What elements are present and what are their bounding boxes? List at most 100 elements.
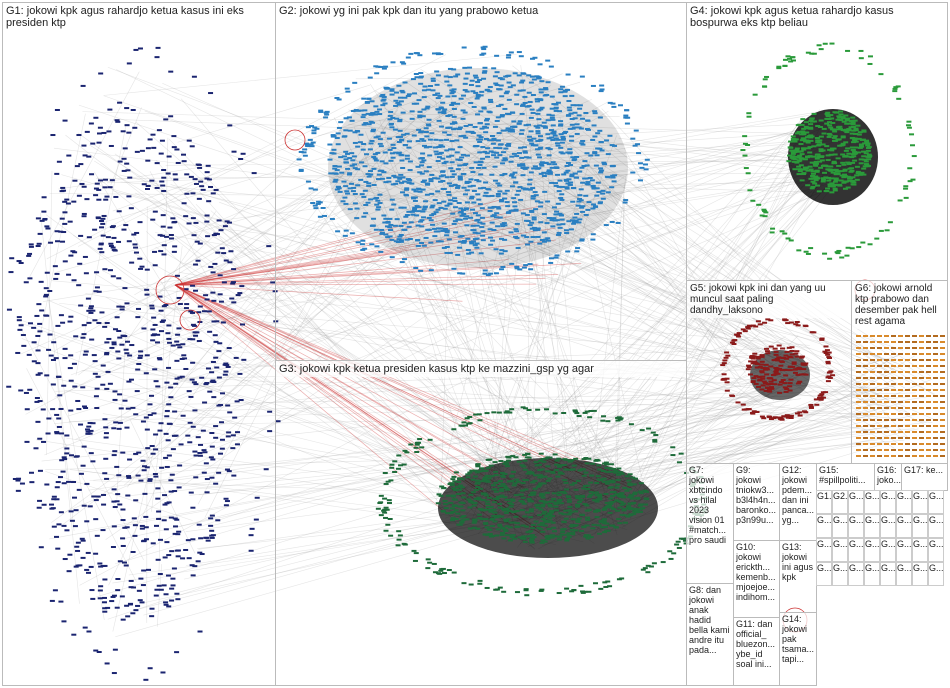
node bbox=[532, 56, 538, 59]
node bbox=[392, 460, 398, 463]
node bbox=[476, 180, 482, 183]
node bbox=[479, 53, 485, 56]
node bbox=[404, 188, 410, 191]
node bbox=[457, 211, 463, 214]
node bbox=[874, 237, 880, 240]
node bbox=[178, 443, 184, 446]
node bbox=[745, 368, 751, 371]
node bbox=[210, 379, 216, 382]
node bbox=[317, 201, 323, 204]
edge bbox=[174, 284, 463, 302]
node bbox=[163, 118, 169, 121]
node bbox=[753, 375, 759, 378]
node bbox=[552, 412, 558, 415]
node bbox=[600, 189, 606, 192]
node bbox=[530, 94, 536, 97]
node bbox=[509, 262, 515, 265]
node bbox=[514, 230, 520, 233]
node bbox=[84, 130, 90, 133]
node bbox=[234, 400, 240, 403]
node bbox=[481, 186, 487, 189]
node bbox=[556, 233, 562, 236]
edge bbox=[151, 116, 418, 415]
node bbox=[513, 456, 519, 459]
node bbox=[807, 165, 813, 168]
node bbox=[187, 421, 193, 424]
node bbox=[204, 214, 210, 217]
group-label: G17: ke... bbox=[902, 464, 947, 476]
node bbox=[135, 307, 141, 310]
node bbox=[412, 206, 418, 209]
node bbox=[578, 584, 584, 587]
node bbox=[373, 105, 379, 108]
node bbox=[503, 147, 509, 150]
node bbox=[153, 524, 159, 527]
node bbox=[499, 533, 505, 536]
node bbox=[514, 478, 520, 481]
node bbox=[805, 147, 811, 150]
edge bbox=[134, 192, 626, 469]
node bbox=[472, 212, 478, 215]
node bbox=[604, 501, 610, 504]
node bbox=[110, 275, 116, 278]
edge bbox=[181, 262, 758, 361]
node bbox=[585, 119, 591, 122]
node bbox=[170, 448, 176, 451]
node bbox=[819, 159, 825, 162]
node bbox=[567, 127, 573, 130]
node bbox=[502, 250, 508, 253]
node bbox=[157, 572, 163, 575]
node bbox=[340, 200, 346, 203]
node bbox=[362, 109, 368, 112]
node bbox=[208, 265, 214, 268]
node bbox=[484, 474, 490, 477]
node bbox=[624, 489, 630, 492]
node bbox=[103, 426, 109, 429]
edge bbox=[77, 132, 578, 496]
node bbox=[451, 95, 457, 98]
node bbox=[517, 186, 523, 189]
node bbox=[543, 457, 549, 460]
node bbox=[483, 131, 489, 134]
node bbox=[102, 607, 108, 610]
node bbox=[176, 296, 182, 299]
node bbox=[558, 151, 564, 154]
node bbox=[164, 465, 170, 468]
node bbox=[352, 131, 358, 134]
node bbox=[37, 469, 43, 472]
node bbox=[542, 126, 548, 129]
node bbox=[783, 390, 789, 393]
node bbox=[48, 503, 54, 506]
node bbox=[794, 355, 800, 358]
node bbox=[493, 481, 499, 484]
node bbox=[845, 147, 851, 150]
node bbox=[597, 498, 603, 501]
node bbox=[528, 508, 534, 511]
node bbox=[561, 137, 567, 140]
node bbox=[100, 222, 106, 225]
node bbox=[796, 130, 802, 133]
group-panel: G15: #spillpoliti... bbox=[816, 463, 875, 491]
node bbox=[581, 525, 587, 528]
node bbox=[187, 441, 193, 444]
node bbox=[345, 152, 351, 155]
node bbox=[542, 475, 548, 478]
node bbox=[522, 95, 528, 98]
node bbox=[121, 157, 127, 160]
node bbox=[371, 156, 377, 159]
node bbox=[175, 343, 181, 346]
node bbox=[432, 93, 438, 96]
node bbox=[343, 158, 349, 161]
node bbox=[598, 171, 604, 174]
node bbox=[361, 97, 367, 100]
node bbox=[609, 186, 615, 189]
node bbox=[776, 356, 782, 359]
node bbox=[787, 369, 793, 372]
node bbox=[450, 519, 456, 522]
node bbox=[764, 347, 770, 350]
small-group-label: G... bbox=[912, 562, 928, 586]
node bbox=[432, 227, 438, 230]
node bbox=[485, 274, 491, 277]
node bbox=[645, 571, 651, 574]
node bbox=[397, 129, 403, 132]
